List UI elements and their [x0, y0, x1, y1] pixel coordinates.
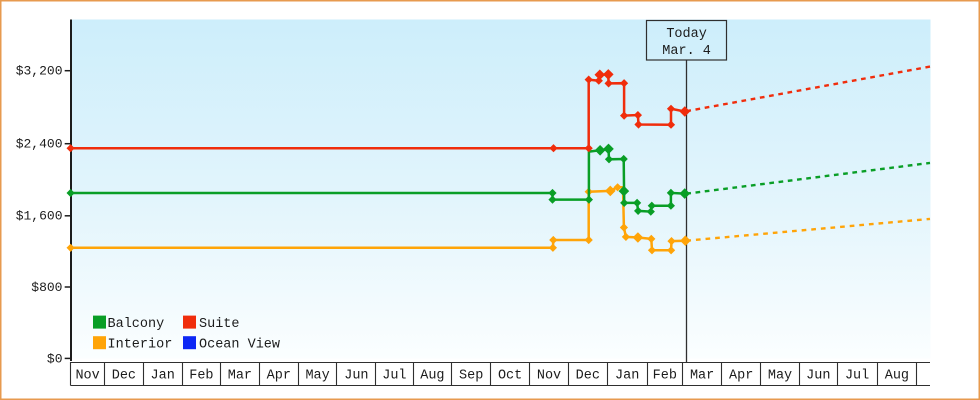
svg-text:Sep: Sep [459, 368, 483, 383]
svg-text:Jan: Jan [615, 368, 639, 383]
svg-text:Mar: Mar [690, 368, 714, 383]
svg-text:Mar: Mar [228, 368, 252, 383]
svg-text:Jul: Jul [382, 368, 406, 383]
svg-text:Nov: Nov [537, 368, 561, 383]
svg-text:$0: $0 [47, 351, 63, 366]
svg-text:Dec: Dec [112, 368, 136, 383]
svg-text:$800: $800 [31, 280, 62, 295]
svg-text:May: May [768, 368, 792, 383]
svg-text:Ocean View: Ocean View [199, 337, 280, 352]
svg-text:Aug: Aug [885, 368, 909, 383]
svg-text:Balcony: Balcony [108, 317, 165, 332]
svg-text:Jun: Jun [344, 368, 368, 383]
svg-text:Jul: Jul [845, 368, 869, 383]
svg-text:Today: Today [666, 27, 707, 42]
svg-text:Apr: Apr [267, 368, 291, 383]
svg-text:Apr: Apr [729, 368, 753, 383]
svg-text:Nov: Nov [75, 368, 99, 383]
svg-text:Feb: Feb [653, 368, 677, 383]
svg-text:Interior: Interior [108, 337, 173, 352]
svg-text:Mar. 4: Mar. 4 [662, 44, 711, 59]
svg-text:Jan: Jan [151, 368, 175, 383]
svg-text:Suite: Suite [199, 317, 240, 332]
svg-text:$3,200: $3,200 [16, 64, 63, 79]
svg-text:May: May [305, 368, 329, 383]
svg-text:Aug: Aug [420, 368, 444, 383]
svg-text:Oct: Oct [498, 368, 522, 383]
svg-text:$1,600: $1,600 [16, 209, 63, 224]
svg-text:$2,400: $2,400 [16, 137, 63, 152]
svg-text:Jun: Jun [806, 368, 830, 383]
svg-text:Dec: Dec [576, 368, 600, 383]
svg-text:Feb: Feb [189, 368, 213, 383]
